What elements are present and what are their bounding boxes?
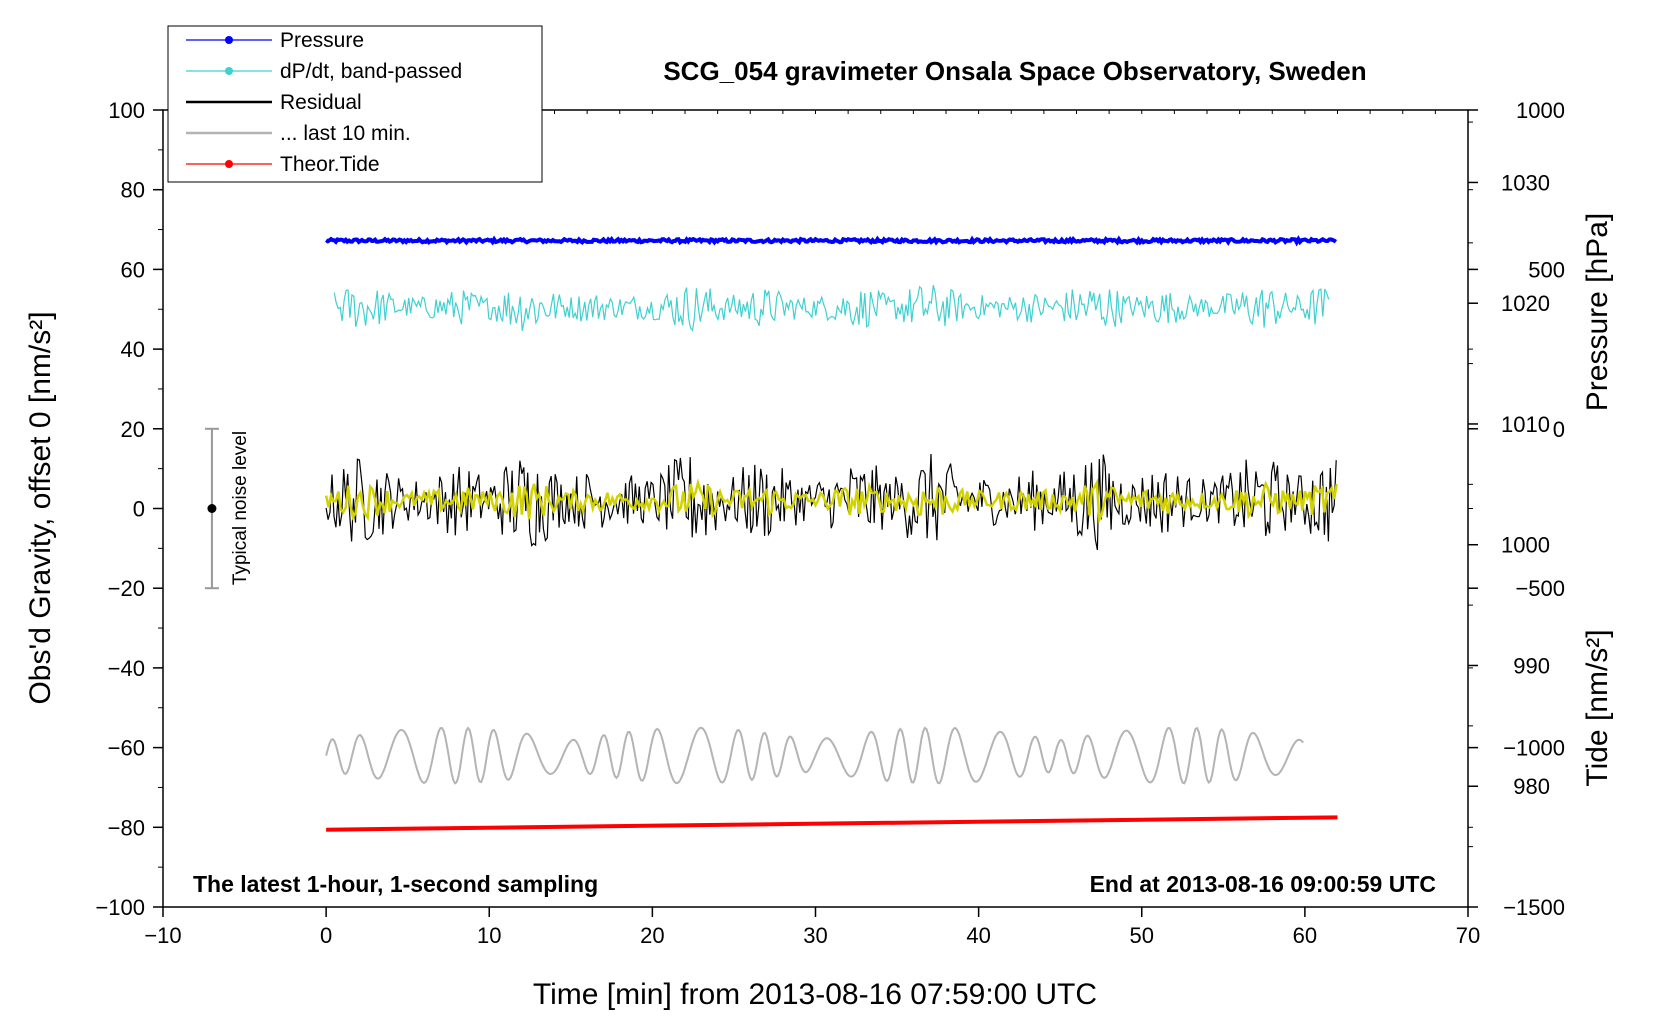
legend-box (167, 25, 543, 183)
tide-tick-label: −500 (1515, 576, 1565, 601)
x-tick-label: 60 (1293, 923, 1317, 948)
axis-ticks: −10 0 10 20 30 40 50 60 70−100−80−60−40−20020406… (95, 98, 1565, 948)
series-residual-line (325, 453, 1337, 551)
x-tick-label: 50 (1130, 923, 1154, 948)
y-tick-label: 60 (121, 257, 145, 282)
tide-tick-label: 500 (1528, 257, 1565, 282)
noise-label: Typical noise level (230, 431, 251, 585)
series-residual-filtered-line (324, 478, 1338, 525)
tide-tick-label: 0 (1553, 417, 1565, 442)
legend-marker (225, 160, 233, 168)
y-tick-label: 40 (121, 337, 145, 362)
y-axis-title-left: Obs'd Gravity, offset 0 [nm/s²] (24, 311, 57, 704)
x-tick-label: 40 (966, 923, 990, 948)
y-tick-label: −20 (108, 576, 145, 601)
y-tick-label: 0 (133, 497, 145, 522)
y-tick-label: −40 (108, 656, 145, 681)
y-tick-label: −100 (95, 895, 145, 920)
legend-label: ... last 10 min. (280, 122, 411, 145)
legend-label: Theor.Tide (280, 153, 380, 176)
chart-title: SCG_054 gravimeter Onsala Space Observat… (663, 56, 1366, 86)
x-axis-title: Time [min] from 2013-08-16 07:59:00 UTC (533, 978, 1097, 1011)
series-theor-tide-line (326, 815, 1338, 832)
annotation-sampling: The latest 1-hour, 1-second sampling (193, 871, 598, 897)
pressure-tick-label: 1010 (1501, 412, 1550, 437)
y-tick-label: 80 (121, 178, 145, 203)
y-tick-label: −80 (108, 815, 145, 840)
legend-marker (225, 36, 233, 44)
x-tick-label: 10 (477, 923, 501, 948)
noise-level-indicator: Typical noise level (204, 427, 251, 590)
pressure-tick-label: 1000 (1501, 533, 1550, 558)
pressure-tick-label: 1020 (1501, 291, 1550, 316)
y-axis-title-pressure: Pressure [hPa] (1581, 213, 1614, 411)
legend-label: Pressure (280, 29, 364, 52)
pressure-tick-label: 990 (1513, 653, 1550, 678)
series-pressure-line (325, 235, 1338, 247)
series-layer (324, 235, 1338, 832)
legend-marker (225, 67, 233, 75)
tide-tick-label: −1500 (1503, 895, 1565, 920)
series-dpdt-line (333, 285, 1330, 332)
annotation-end-time: End at 2013-08-16 09:00:59 UTC (1090, 871, 1436, 897)
noise-center-dot (207, 504, 217, 513)
y-tick-label: 20 (121, 417, 145, 442)
x-tick-label: 0 (320, 923, 332, 948)
series-last-10-min-line (325, 726, 1304, 785)
tide-tick-label: 1000 (1516, 98, 1565, 123)
x-tick-label: 70 (1456, 923, 1480, 948)
x-tick-label: −10 (144, 923, 181, 948)
y-tick-label: −60 (108, 736, 145, 761)
legend-label: Residual (280, 91, 362, 114)
y-tick-label: 100 (108, 98, 145, 123)
legend-label: dP/dt, band-passed (280, 60, 462, 83)
x-tick-label: 20 (640, 923, 664, 948)
y-axis-title-tide: Tide [nm/s²] (1581, 629, 1614, 786)
pressure-tick-label: 980 (1513, 774, 1550, 799)
pressure-tick-label: 1030 (1501, 170, 1550, 195)
tide-tick-label: −1000 (1503, 736, 1565, 761)
legend: Pressure dP/dt, band-passed Residual ... la… (167, 25, 543, 183)
x-tick-label: 30 (803, 923, 827, 948)
